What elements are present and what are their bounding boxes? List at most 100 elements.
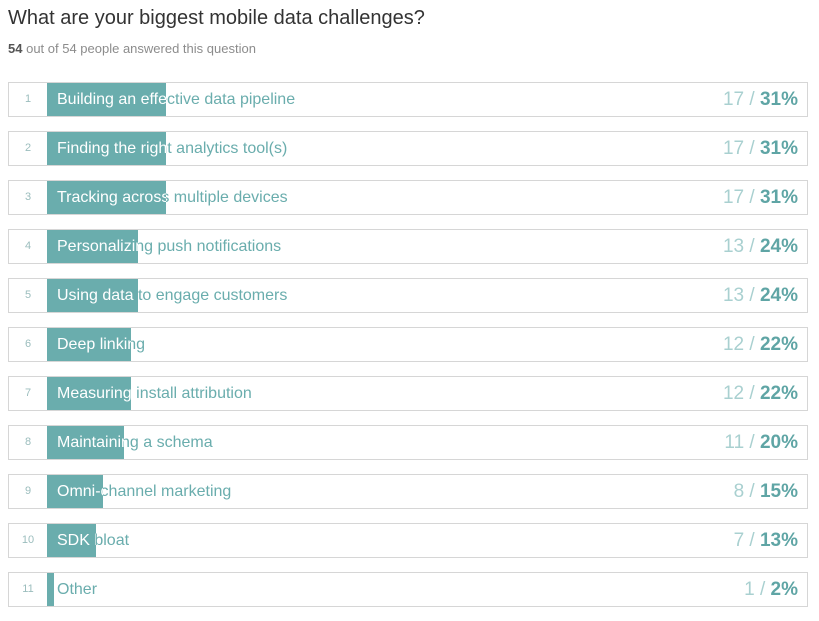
question-title: What are your biggest mobile data challe…	[8, 7, 425, 29]
answer-label: Deep linking	[57, 336, 146, 353]
answer-count: 12 /	[722, 334, 760, 355]
answer-label-overlay: Measuring install attribution	[47, 377, 131, 410]
answer-label-on-bar: SDK bloat	[57, 532, 96, 549]
answer-rank: 7	[24, 387, 32, 399]
answer-rank: 10	[21, 534, 35, 546]
answer-stat: 17 / 31%	[723, 83, 798, 116]
answer-label-overlay: Personalizing push notifications	[47, 230, 138, 263]
answer-label: Tracking across multiple devices	[57, 189, 288, 206]
answer-bar	[47, 524, 96, 557]
bar-track: Maintaining a schemaMaintaining a schema	[47, 426, 672, 459]
answer-row: 5 Using data to engage customers Using dat…	[8, 278, 808, 313]
bar-track: OtherOther	[47, 573, 672, 606]
answer-count: 13 /	[722, 236, 760, 257]
answer-percent: 22%	[759, 383, 798, 404]
answer-count: 11 /	[724, 432, 760, 453]
answer-stat: 13 / 24%	[723, 279, 798, 312]
answer-label-on-bar: Building an effective data pipeline	[57, 91, 166, 108]
answer-percent: 15%	[759, 481, 798, 502]
answer-percent: 2%	[770, 579, 798, 600]
answer-label: Building an effective data pipeline	[57, 91, 296, 108]
answer-stat: 13 / 24%	[723, 230, 798, 263]
answer-rank: 2	[24, 142, 32, 154]
answer-row: 2 Finding the right analytics tool(s) Find…	[8, 131, 808, 166]
answer-count: 1 /	[744, 579, 771, 600]
answer-label-on-bar: Tracking across multiple devices	[57, 189, 166, 206]
answer-label-on-bar: Personalizing push notifications	[57, 238, 138, 255]
answer-label: Other	[57, 581, 98, 598]
answer-label: Finding the right analytics tool(s)	[57, 140, 288, 157]
answer-count: 17 /	[722, 138, 760, 159]
answer-bar	[47, 475, 103, 508]
answer-label-on-bar: Using data to engage customers	[57, 287, 138, 304]
answer-label-overlay: Maintaining a schema	[47, 426, 124, 459]
bar-track: Finding the right analytics tool(s) Findi…	[47, 132, 672, 165]
answer-rank: 8	[24, 436, 32, 448]
answer-stat: 1 / 2%	[744, 573, 798, 606]
answer-stat: 8 / 15%	[734, 475, 798, 508]
answer-label-overlay: Tracking across multiple devices	[47, 181, 166, 214]
answer-row: 3 Tracking across multiple devices Trackin…	[8, 180, 808, 215]
answer-percent: 13%	[759, 530, 798, 551]
answer-row: 4 Personalizing push notifications Persona…	[8, 229, 808, 264]
answer-label: Omni-channel marketing	[57, 483, 232, 500]
answer-count: 7 /	[733, 530, 760, 551]
answer-label: Measuring install attribution	[57, 385, 252, 402]
answer-bar	[47, 377, 131, 410]
answer-rank: 3	[24, 191, 32, 203]
answer-stat: 12 / 22%	[723, 377, 798, 410]
answer-label-on-bar: Maintaining a schema	[57, 434, 124, 451]
answer-bars: 1 Building an effective data pipeline Buil…	[8, 82, 808, 621]
answer-row: 1 Building an effective data pipeline Buil…	[8, 82, 808, 117]
answer-percent: 22%	[759, 334, 798, 355]
answer-label-overlay: Finding the right analytics tool(s)	[47, 132, 166, 165]
answer-bar	[47, 426, 124, 459]
answer-stat: 17 / 31%	[723, 181, 798, 214]
answer-label-overlay: Using data to engage customers	[47, 279, 138, 312]
answer-label-overlay: SDK bloat	[47, 524, 96, 557]
answer-label-overlay: Building an effective data pipeline	[47, 83, 166, 116]
answer-percent: 31%	[759, 89, 798, 110]
answer-label-on-bar: Omni-channel marketing	[57, 483, 103, 500]
answer-bar	[47, 181, 166, 214]
answer-count: 12 /	[722, 383, 760, 404]
bar-track: Personalizing push notifications Personal…	[47, 230, 672, 263]
answer-rank: 9	[24, 485, 32, 497]
answer-bar	[47, 328, 131, 361]
answer-label: Maintaining a schema	[57, 434, 213, 451]
answer-percent: 24%	[759, 236, 798, 257]
answer-label-on-bar: Deep linking	[57, 336, 131, 353]
answer-percent: 24%	[759, 285, 798, 306]
answer-label: Using data to engage customers	[57, 287, 288, 304]
answer-label-on-bar: Measuring install attribution	[57, 385, 131, 402]
answer-stat: 11 / 20%	[724, 426, 798, 459]
answer-label: Personalizing push notifications	[57, 238, 282, 255]
response-summary: 54 out of 54 people answered this questi…	[8, 41, 256, 56]
answer-stat: 12 / 22%	[723, 328, 798, 361]
answer-stat: 7 / 13%	[734, 524, 798, 557]
bar-track: Building an effective data pipeline Build…	[47, 83, 672, 116]
bar-track: Tracking across multiple devices Tracking…	[47, 181, 672, 214]
response-count: 54	[8, 41, 23, 56]
answer-bar	[47, 230, 138, 263]
answer-bar	[47, 279, 138, 312]
answer-row: 11 OtherOther 1 / 2%	[8, 572, 808, 607]
answer-rank: 5	[24, 289, 32, 301]
answer-label-on-bar: Finding the right analytics tool(s)	[57, 140, 166, 157]
answer-rank: 4	[24, 240, 32, 252]
answer-row: 8 Maintaining a schemaMaintaining a schem…	[8, 425, 808, 460]
bar-track: Using data to engage customers Using data…	[47, 279, 672, 312]
answer-count: 17 /	[722, 187, 760, 208]
answer-count: 17 /	[722, 89, 760, 110]
answer-row: 7 Measuring install attribution Measuring …	[8, 376, 808, 411]
response-text: out of 54 people answered this question	[26, 41, 256, 56]
answer-bar	[47, 573, 54, 606]
answer-stat: 17 / 31%	[723, 132, 798, 165]
answer-percent: 31%	[759, 187, 798, 208]
